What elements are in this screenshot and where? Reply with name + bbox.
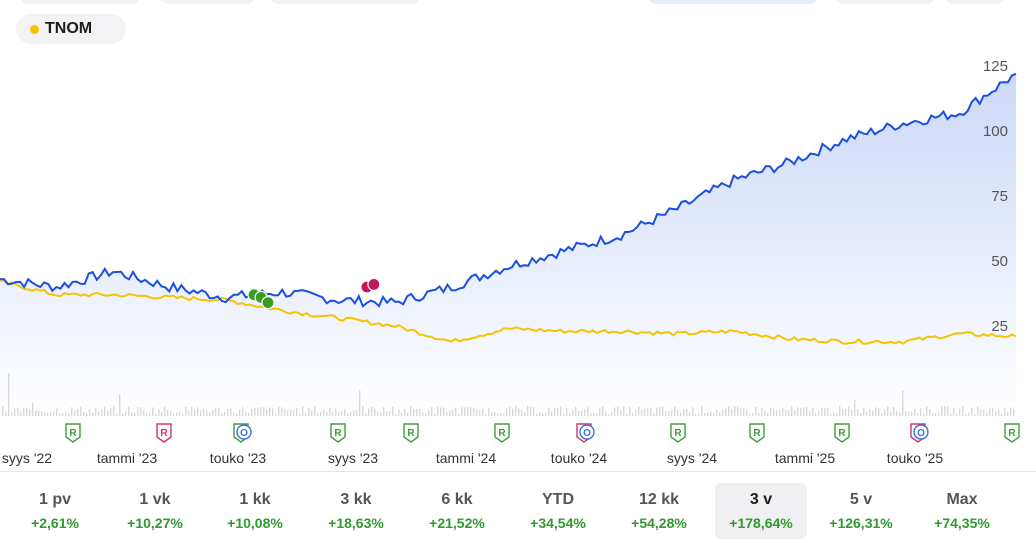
period-change: +18,63% xyxy=(328,515,384,531)
period-change: +34,54% xyxy=(530,515,586,531)
legend-label: TNOM xyxy=(45,20,93,37)
svg-text:R: R xyxy=(69,428,77,439)
dividend-event-dot[interactable] xyxy=(261,296,275,310)
x-tick-label: tammi '24 xyxy=(435,450,497,466)
svg-text:O: O xyxy=(240,428,248,439)
x-tick-label: tammi '25 xyxy=(774,450,836,466)
rating-marker-icon[interactable]: R xyxy=(155,423,173,443)
divider xyxy=(0,471,1036,472)
rating-marker-icon[interactable]: R xyxy=(833,423,851,443)
period-label: 6 kk xyxy=(441,491,473,508)
x-tick-label: tammi '23 xyxy=(96,450,158,466)
split-event-dot[interactable] xyxy=(367,277,381,291)
svg-text:R: R xyxy=(334,428,342,439)
y-axis: 25 50 75 100 125 xyxy=(983,58,1008,335)
period-label: 3 kk xyxy=(340,491,372,508)
period-button-5-v[interactable]: 5 v +126,31% xyxy=(815,483,907,539)
y-tick-label: 50 xyxy=(991,253,1008,270)
svg-text:R: R xyxy=(838,428,846,439)
svg-text:R: R xyxy=(674,428,682,439)
period-change: +54,28% xyxy=(631,515,687,531)
y-tick-label: 25 xyxy=(991,318,1008,335)
period-button-3-v[interactable]: 3 v +178,64% xyxy=(715,483,807,539)
x-tick-label: touko '24 xyxy=(550,450,608,466)
y-tick-label: 100 xyxy=(983,123,1008,140)
rating-marker-icon[interactable]: R xyxy=(748,423,766,443)
period-change: +10,27% xyxy=(127,515,183,531)
svg-text:O: O xyxy=(917,428,925,439)
period-button-max[interactable]: Max +74,35% xyxy=(916,483,1008,539)
primary-area-fill xyxy=(0,73,1016,417)
top-tab[interactable] xyxy=(270,0,420,4)
top-tab[interactable] xyxy=(835,0,935,4)
period-label: 5 v xyxy=(849,491,873,508)
period-change: +10,08% xyxy=(227,515,283,531)
period-label: Max xyxy=(946,491,978,508)
top-tab[interactable] xyxy=(160,0,255,4)
event-dots xyxy=(247,277,381,310)
x-tick-label: syys '22 xyxy=(1,450,53,466)
rating-marker-icon[interactable]: R xyxy=(402,423,420,443)
top-tab[interactable] xyxy=(20,0,140,4)
svg-text:R: R xyxy=(1008,428,1016,439)
svg-text:O: O xyxy=(583,428,591,439)
rating-marker-icon[interactable]: R xyxy=(669,423,687,443)
svg-text:R: R xyxy=(160,428,168,439)
svg-text:R: R xyxy=(753,428,761,439)
period-change: +74,35% xyxy=(934,515,990,531)
period-button-1-vk[interactable]: 1 vk +10,27% xyxy=(109,483,201,539)
rating-marker-icon[interactable]: R O xyxy=(575,423,595,443)
y-tick-label: 125 xyxy=(983,58,1008,75)
period-button-1-pv[interactable]: 1 pv +2,61% xyxy=(9,483,101,539)
x-tick-label: syys '23 xyxy=(327,450,379,466)
period-button-1-kk[interactable]: 1 kk +10,08% xyxy=(209,483,301,539)
period-button-12-kk[interactable]: 12 kk +54,28% xyxy=(613,483,705,539)
rating-marker-icon[interactable]: R O xyxy=(232,423,252,443)
svg-text:R: R xyxy=(498,428,506,439)
y-tick-label: 75 xyxy=(991,188,1008,205)
svg-text:R: R xyxy=(407,428,415,439)
rating-marker-icon[interactable]: R xyxy=(493,423,511,443)
legend-chip[interactable]: TNOM xyxy=(16,14,126,44)
period-change: +21,52% xyxy=(429,515,485,531)
period-label: YTD xyxy=(542,491,574,508)
period-label: 12 kk xyxy=(638,491,680,508)
top-tab[interactable] xyxy=(945,0,1005,4)
period-change: +2,61% xyxy=(31,515,79,531)
price-chart[interactable]: 25 50 75 100 125 xyxy=(0,40,1036,430)
period-label: 1 vk xyxy=(139,491,171,508)
tnom-series-line xyxy=(0,279,1017,345)
x-tick-label: touko '25 xyxy=(886,450,944,466)
period-button-3-kk[interactable]: 3 kk +18,63% xyxy=(310,483,402,539)
period-label: 3 v xyxy=(749,491,773,508)
x-tick-label: touko '23 xyxy=(209,450,267,466)
period-button-6-kk[interactable]: 6 kk +21,52% xyxy=(411,483,503,539)
top-tab-active[interactable] xyxy=(648,0,818,4)
rating-marker-icon[interactable]: R xyxy=(64,423,82,443)
period-change: +126,31% xyxy=(829,515,893,531)
rating-marker-icon[interactable]: R O xyxy=(909,423,929,443)
period-label: 1 kk xyxy=(239,491,271,508)
period-button-ytd[interactable]: YTD +34,54% xyxy=(512,483,604,539)
x-tick-label: syys '24 xyxy=(666,450,718,466)
rating-marker-icon[interactable]: R xyxy=(329,423,347,443)
period-change: +178,64% xyxy=(729,515,793,531)
primary-series-line xyxy=(0,72,1017,308)
legend-dot-icon xyxy=(30,24,39,34)
period-label: 1 pv xyxy=(38,491,71,508)
rating-marker-icon[interactable]: R xyxy=(1003,423,1021,443)
